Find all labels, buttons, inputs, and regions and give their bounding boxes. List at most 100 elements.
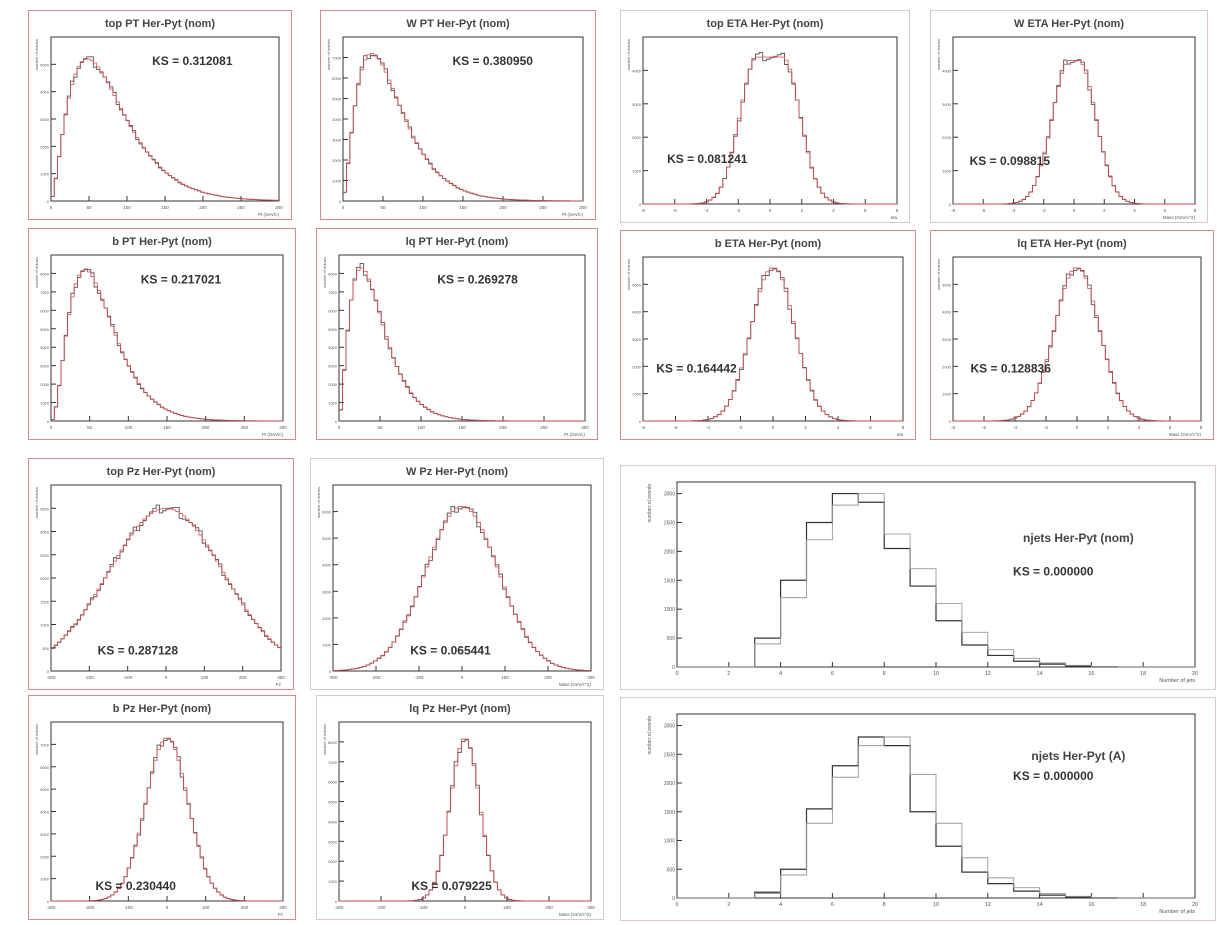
x-tick-label: 12: [985, 671, 991, 677]
x-tick-label: 250: [241, 425, 249, 430]
y-axis-label: number of entries: [322, 724, 327, 755]
chart-panel-lq-pt: 0 1000 2000 3000 4000 5000 6000 7000 8000 0 50 100 1…: [316, 228, 598, 440]
x-tick-label: 6: [1169, 425, 1172, 430]
chart-panel-b-pz: 0 1000 2000 3000 4000 5000 6000 7000 -300 -200 -10…: [28, 695, 296, 920]
x-tick-label: 300: [279, 425, 287, 430]
x-axis-label: Pz: [276, 682, 282, 687]
x-tick-label: 6: [1163, 208, 1166, 213]
x-tick-label: 100: [419, 205, 427, 210]
x-tick-label: 6: [869, 425, 872, 430]
x-tick-label: 4: [837, 425, 840, 430]
x-tick-label: 200: [544, 675, 552, 680]
y-axis-label: number of entries: [322, 257, 327, 288]
x-tick-label: 6: [831, 671, 834, 677]
x-tick-label: 4: [779, 902, 782, 908]
y-tick-label: 3000: [328, 839, 338, 844]
series-line-herwig: [953, 59, 1195, 205]
ks-annotation: KS = 0.269278: [437, 273, 518, 287]
x-tick-label: 20: [1192, 671, 1198, 677]
x-tick-label: 100: [123, 205, 131, 210]
y-tick-label: 1000: [664, 607, 675, 613]
x-axis-label: Pt (GeV/c): [258, 212, 280, 217]
y-tick-label: 1000: [632, 392, 642, 397]
y-tick-label: 1500: [664, 810, 675, 816]
ks-annotation: KS = 0.164442: [656, 361, 737, 375]
plot-frame: [338, 721, 592, 902]
x-axis-label: Number of jets: [1159, 678, 1195, 684]
x-tick-label: 0: [50, 205, 53, 210]
ks-annotation: KS = 0.079225: [411, 879, 492, 893]
y-tick-label: 2000: [328, 382, 338, 387]
x-axis-label: Pz: [278, 912, 284, 917]
chart-panel-top-pt: 0 1000 2000 3000 4000 5000 0 50 100 150 200 250 300 P…: [28, 10, 292, 220]
ks-annotation: KS = 0.000000: [1013, 769, 1094, 783]
y-tick-label: 4000: [332, 117, 342, 122]
y-tick-label: 0: [47, 199, 50, 204]
x-tick-label: 50: [377, 425, 383, 430]
series-line-pythia: [51, 738, 283, 902]
y-tick-label: 2000: [664, 781, 675, 787]
series-line-herwig: [51, 269, 283, 422]
y-tick-label: 1500: [40, 599, 50, 604]
y-tick-label: 1000: [322, 642, 332, 647]
x-tick-label: 2: [727, 902, 730, 908]
y-tick-label: 2000: [40, 382, 50, 387]
y-axis-label: number of entries: [316, 487, 321, 518]
y-tick-label: 2000: [942, 364, 952, 369]
y-tick-label: 2000: [40, 576, 50, 581]
y-tick-label: 1000: [328, 401, 338, 406]
x-tick-label: 200: [499, 425, 507, 430]
y-tick-label: 5000: [332, 97, 342, 102]
y-tick-label: 7000: [40, 742, 50, 747]
x-tick-label: 300: [275, 205, 283, 210]
y-tick-label: 1000: [942, 169, 952, 174]
chart-title: W PT Her-Pyt (nom): [406, 18, 510, 30]
y-tick-label: 0: [335, 419, 338, 424]
x-axis-label: eta: [891, 215, 898, 220]
y-tick-label: 6000: [328, 308, 338, 313]
y-tick-label: 1000: [40, 172, 50, 177]
x-tick-label: -300: [46, 905, 56, 910]
x-tick-label: 4: [1138, 425, 1141, 430]
x-tick-label: 300: [587, 905, 595, 910]
x-tick-label: 2: [1103, 208, 1106, 213]
chart-panel-top-eta: 0 1000 2000 3000 4000 -8 -6 -4 -2 0 2 4 6 8 eta number …: [620, 10, 910, 223]
y-tick-label: 5000: [942, 282, 952, 287]
x-tick-label: -2: [1042, 208, 1046, 213]
x-axis-label: Mass (GeV/c^2): [1169, 432, 1202, 437]
x-tick-label: -6: [982, 425, 986, 430]
y-tick-label: 5000: [328, 800, 338, 805]
y-tick-label: 7000: [40, 290, 50, 295]
x-tick-label: -100: [123, 675, 133, 680]
y-axis-label: number of entries: [34, 39, 39, 70]
x-tick-label: 150: [458, 425, 466, 430]
x-tick-label: -6: [673, 208, 677, 213]
x-tick-label: -8: [951, 425, 955, 430]
x-tick-label: 250: [540, 425, 548, 430]
y-tick-label: 2000: [632, 364, 642, 369]
series-line-pythia: [643, 52, 897, 205]
y-tick-label: 5000: [40, 787, 50, 792]
x-tick-label: 50: [87, 425, 93, 430]
series-line-herwig: [339, 267, 585, 422]
x-tick-label: 200: [545, 905, 553, 910]
y-tick-label: 4000: [40, 90, 50, 95]
y-tick-label: 7000: [328, 760, 338, 765]
ks-annotation: KS = 0.081241: [667, 152, 748, 166]
y-tick-label: 4000: [632, 310, 642, 315]
chart-panel-lq-eta: 0 1000 2000 3000 4000 5000 -8 -6 -4 -2 0 2 4 6 8 Mass (…: [930, 230, 1214, 440]
y-axis-label: number of entries: [326, 39, 331, 70]
chart-svg: 0 1000 2000 3000 4000 -8 -6 -4 -2 0 2 4 6 8 Mass (GeV/…: [936, 18, 1197, 220]
ks-annotation: KS = 0.380950: [453, 54, 534, 68]
x-tick-label: 2: [804, 425, 807, 430]
chart-svg: 0 1000 2000 3000 4000 5000 6000 7000 8000 0 50 100 1…: [34, 236, 287, 437]
x-tick-label: -4: [1011, 208, 1015, 213]
y-tick-label: 6000: [332, 76, 342, 81]
series-histogram-pythia: [677, 736, 1195, 899]
y-tick-label: 2500: [40, 553, 50, 558]
x-tick-label: 200: [239, 675, 247, 680]
y-tick-label: 4000: [40, 345, 50, 350]
x-tick-label: 50: [380, 205, 386, 210]
